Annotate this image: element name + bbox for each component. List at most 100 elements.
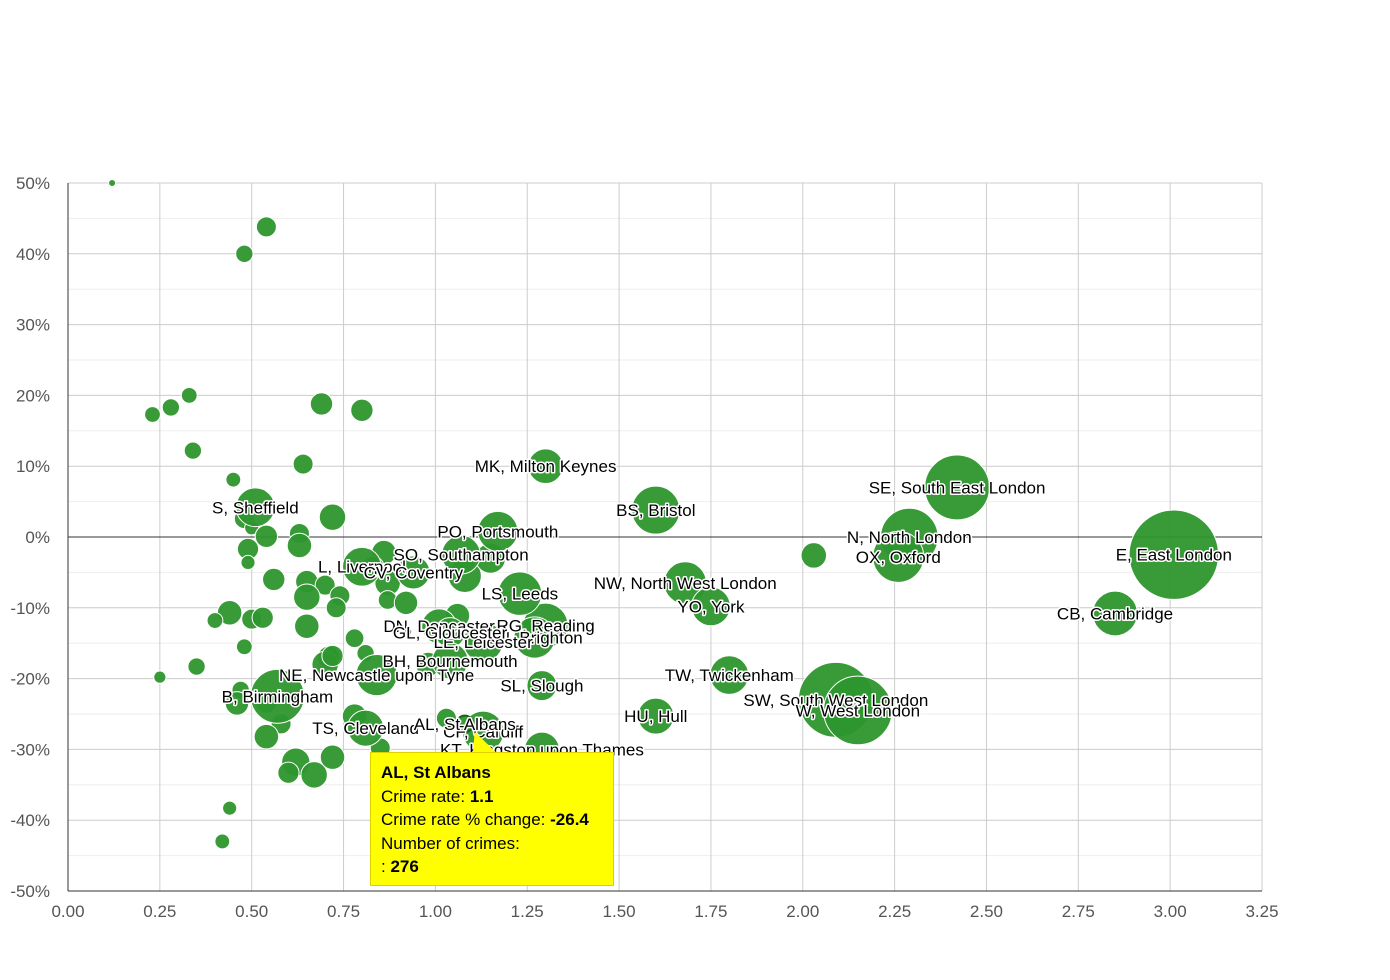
bubble[interactable] xyxy=(294,613,320,639)
x-tick-label: 3.25 xyxy=(1245,902,1278,921)
bubble[interactable] xyxy=(1128,509,1220,600)
bubble[interactable] xyxy=(924,454,990,521)
bubble[interactable] xyxy=(292,453,314,475)
bubble-label: TW, Twickenham xyxy=(665,666,794,685)
bubble-label: E, East London xyxy=(1116,546,1232,565)
bubble[interactable] xyxy=(314,574,336,596)
bubble[interactable] xyxy=(187,657,206,676)
bubble[interactable] xyxy=(249,668,305,724)
bubble[interactable] xyxy=(396,555,431,590)
bubble[interactable] xyxy=(108,178,117,188)
bubble[interactable] xyxy=(255,216,277,238)
bubble[interactable] xyxy=(691,586,731,627)
bubble-label: OX, Oxford xyxy=(856,548,941,567)
bubble[interactable] xyxy=(319,744,346,770)
bubble[interactable] xyxy=(318,503,347,531)
bubble[interactable] xyxy=(225,471,242,488)
bubble[interactable] xyxy=(513,616,556,659)
bubble[interactable] xyxy=(325,597,347,619)
bubble-label: S, Sheffield xyxy=(212,498,299,517)
bubble[interactable] xyxy=(161,398,181,417)
bubble[interactable] xyxy=(262,567,286,592)
bubble[interactable] xyxy=(235,244,254,263)
bubble[interactable] xyxy=(214,833,231,850)
y-tick-label: 0% xyxy=(25,528,50,547)
x-tick-label: 1.50 xyxy=(603,902,636,921)
tooltip-rate-label: Crime rate: xyxy=(381,786,466,806)
bubble[interactable] xyxy=(497,571,543,616)
bubble-label: L, Liverpool xyxy=(318,558,406,577)
bubble[interactable] xyxy=(435,707,457,729)
bubble-label: SL, Slough xyxy=(500,677,583,696)
bubble[interactable] xyxy=(206,612,224,629)
tooltip-count-label: Number of crimes: xyxy=(381,833,520,853)
bubble[interactable] xyxy=(355,653,398,697)
y-tick-label: -10% xyxy=(10,599,50,618)
bubble[interactable] xyxy=(286,532,313,559)
bubble-label: RG, Reading xyxy=(496,617,594,636)
bubble-label: LE, Leicester xyxy=(434,633,534,652)
bubble[interactable] xyxy=(462,621,504,663)
x-tick-label: 1.25 xyxy=(511,902,544,921)
bubble-label: AL, St Albans xyxy=(414,715,516,734)
bubble[interactable] xyxy=(222,800,238,816)
bubble[interactable] xyxy=(153,670,167,684)
y-tick-label: 30% xyxy=(16,316,50,335)
tooltip-change-label: Crime rate % change: xyxy=(381,810,546,829)
x-tick-label: 0.50 xyxy=(235,902,268,921)
bubble-label: HU, Hull xyxy=(624,707,687,726)
bubbles xyxy=(108,178,1220,850)
y-tick-label: -50% xyxy=(10,882,50,901)
y-tick-label: 40% xyxy=(16,245,50,264)
bubble[interactable] xyxy=(872,530,925,583)
bubble[interactable] xyxy=(637,697,675,735)
y-tick-label: -30% xyxy=(10,740,50,759)
bubble[interactable] xyxy=(180,386,198,404)
bubble[interactable] xyxy=(224,691,250,716)
bubble[interactable] xyxy=(253,723,280,750)
bubble[interactable] xyxy=(235,638,253,656)
bubble[interactable] xyxy=(527,448,564,485)
bubble[interactable] xyxy=(321,644,344,668)
bubble[interactable] xyxy=(455,714,475,734)
bubble[interactable] xyxy=(477,510,519,552)
bubble[interactable] xyxy=(709,655,750,695)
bubble-label: NW, North West London xyxy=(594,574,777,593)
tooltip: AL, St Albans Crime rate: 1.1 Crime rate… xyxy=(370,752,614,886)
bubble-label: GL, Gloucester xyxy=(393,624,508,643)
bubble[interactable] xyxy=(631,485,681,535)
bubble[interactable] xyxy=(393,590,419,616)
bubble[interactable] xyxy=(235,487,276,528)
bubble[interactable] xyxy=(144,406,161,423)
bubble-label: YO, York xyxy=(677,597,745,616)
bubble[interactable] xyxy=(342,546,382,587)
bubble[interactable] xyxy=(277,761,300,784)
x-tick-label: 2.00 xyxy=(786,902,819,921)
bubble[interactable] xyxy=(823,675,893,746)
bubble[interactable] xyxy=(344,628,365,649)
bubble[interactable] xyxy=(526,670,558,702)
bubble-label: CB, Cambridge xyxy=(1057,604,1173,623)
bubble[interactable] xyxy=(251,606,274,629)
bubble[interactable] xyxy=(441,534,481,575)
bubble[interactable] xyxy=(347,709,385,747)
bubble-label: MK, Milton Keynes xyxy=(475,457,617,476)
x-tick-label: 3.00 xyxy=(1154,902,1187,921)
bubble[interactable] xyxy=(800,542,828,569)
bubble[interactable] xyxy=(293,583,321,611)
bubble[interactable] xyxy=(309,392,334,416)
bubble-label: BN, Brighton xyxy=(486,629,582,648)
bubble[interactable] xyxy=(431,642,469,680)
x-tick-label: 0.25 xyxy=(143,902,176,921)
tooltip-rate-value: 1.1 xyxy=(469,786,494,806)
bubble[interactable] xyxy=(254,524,279,548)
bubble[interactable] xyxy=(300,761,328,789)
bubble-label: N, North London xyxy=(847,528,972,547)
y-tick-label: 20% xyxy=(16,386,50,405)
bubble[interactable] xyxy=(1092,590,1138,637)
bubble[interactable] xyxy=(183,441,203,460)
bubble[interactable] xyxy=(240,554,256,571)
x-tick-label: 1.75 xyxy=(694,902,727,921)
bubble[interactable] xyxy=(350,398,374,422)
